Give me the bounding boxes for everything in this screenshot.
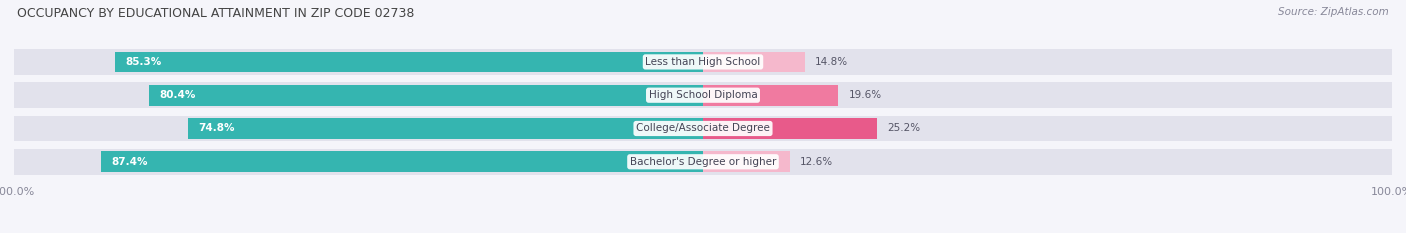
Text: 19.6%: 19.6% — [848, 90, 882, 100]
Text: 25.2%: 25.2% — [887, 123, 920, 134]
Bar — [101, 151, 703, 172]
Bar — [187, 118, 703, 139]
Text: 12.6%: 12.6% — [800, 157, 834, 167]
Bar — [14, 49, 1392, 75]
Text: Source: ZipAtlas.com: Source: ZipAtlas.com — [1278, 7, 1389, 17]
Bar — [703, 151, 790, 172]
Text: 80.4%: 80.4% — [159, 90, 195, 100]
Bar — [703, 85, 838, 106]
Text: High School Diploma: High School Diploma — [648, 90, 758, 100]
Bar — [14, 82, 1392, 108]
Text: College/Associate Degree: College/Associate Degree — [636, 123, 770, 134]
Bar — [115, 51, 703, 72]
Bar — [14, 149, 1392, 175]
Text: Less than High School: Less than High School — [645, 57, 761, 67]
Text: 85.3%: 85.3% — [125, 57, 162, 67]
Bar — [703, 51, 806, 72]
Legend: Owner-occupied, Renter-occupied: Owner-occupied, Renter-occupied — [583, 230, 823, 233]
Bar — [703, 118, 876, 139]
Text: 74.8%: 74.8% — [198, 123, 235, 134]
Text: 87.4%: 87.4% — [111, 157, 148, 167]
Bar — [14, 116, 1392, 141]
Text: Bachelor's Degree or higher: Bachelor's Degree or higher — [630, 157, 776, 167]
Text: 14.8%: 14.8% — [815, 57, 848, 67]
Bar — [149, 85, 703, 106]
Text: OCCUPANCY BY EDUCATIONAL ATTAINMENT IN ZIP CODE 02738: OCCUPANCY BY EDUCATIONAL ATTAINMENT IN Z… — [17, 7, 415, 20]
